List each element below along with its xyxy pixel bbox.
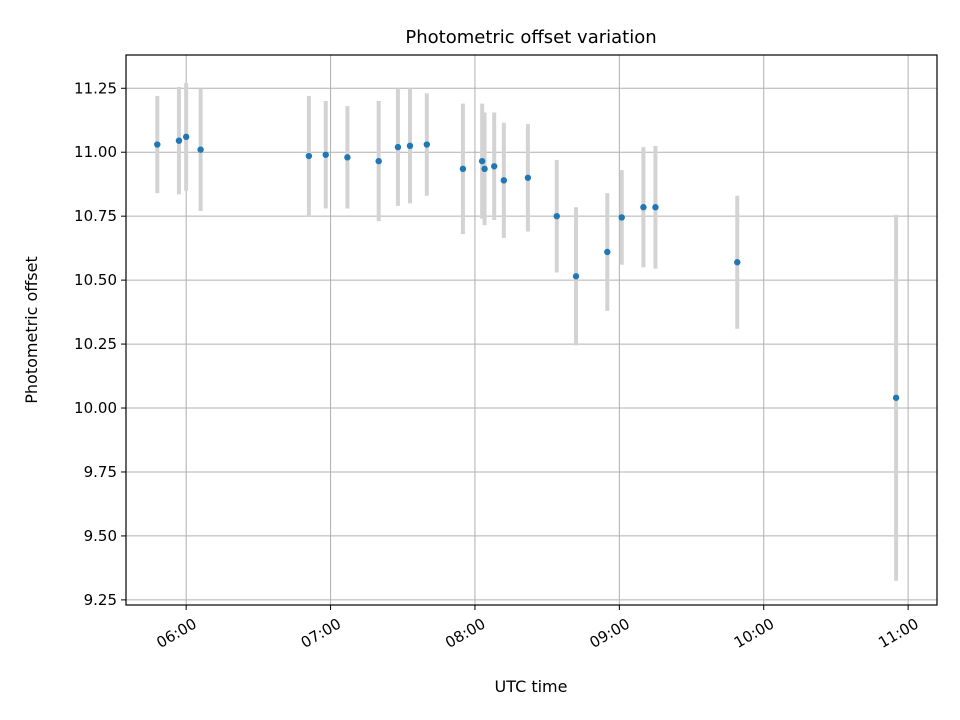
data-point: [154, 141, 161, 148]
data-point: [640, 204, 647, 211]
data-point: [423, 141, 431, 148]
y-tick-label: 9.75: [84, 463, 117, 481]
y-tick-label: 11.25: [74, 79, 117, 97]
y-tick-label: 10.25: [74, 335, 117, 353]
data-point: [604, 248, 611, 256]
y-tick-label: 10.00: [74, 399, 117, 417]
data-points: [154, 133, 900, 401]
grid-lines: [126, 55, 937, 605]
data-point: [892, 394, 900, 401]
data-point: [344, 154, 351, 161]
data-point: [490, 163, 498, 170]
data-point: [481, 165, 488, 173]
x-axis-ticks: 06:00 07:00 08:00 09:00 10:00 11:00: [153, 605, 922, 652]
data-point: [175, 137, 183, 144]
data-point: [572, 273, 580, 280]
data-point: [734, 259, 741, 266]
data-point: [406, 142, 414, 150]
data-point: [197, 146, 204, 153]
data-point: [394, 143, 402, 151]
data-point: [524, 174, 532, 181]
plot-area-frame: [125, 54, 938, 606]
data-point: [500, 177, 508, 184]
y-tick-label: 11.00: [74, 143, 117, 161]
y-tick-label: 10.50: [74, 271, 117, 289]
data-point: [652, 204, 659, 211]
data-point: [305, 152, 313, 160]
x-tick-label: 06:00: [153, 615, 199, 652]
data-point: [618, 214, 625, 221]
data-point: [182, 133, 190, 141]
chart-title: Photometric offset variation: [405, 27, 656, 48]
data-point: [553, 212, 560, 220]
y-axis-label: Photometric offset: [22, 256, 41, 404]
x-axis-label: UTC time: [495, 677, 568, 696]
x-tick-label: 11:00: [875, 615, 921, 652]
data-point: [459, 165, 467, 173]
x-tick-label: 08:00: [442, 615, 488, 652]
x-tick-label: 07:00: [298, 615, 344, 652]
y-tick-label: 9.50: [84, 527, 117, 545]
error-bars: [155, 83, 899, 581]
data-point: [478, 157, 486, 165]
x-tick-label: 09:00: [586, 615, 632, 652]
x-tick-label: 10:00: [731, 615, 777, 652]
y-axis-ticks: 9.25 9.50 9.75 10.00 10.25 10.50 10.75 11.00 11.…: [74, 79, 126, 609]
data-point: [375, 157, 382, 165]
y-tick-label: 10.75: [74, 207, 117, 225]
y-tick-label: 9.25: [84, 591, 117, 609]
data-point: [322, 151, 329, 158]
